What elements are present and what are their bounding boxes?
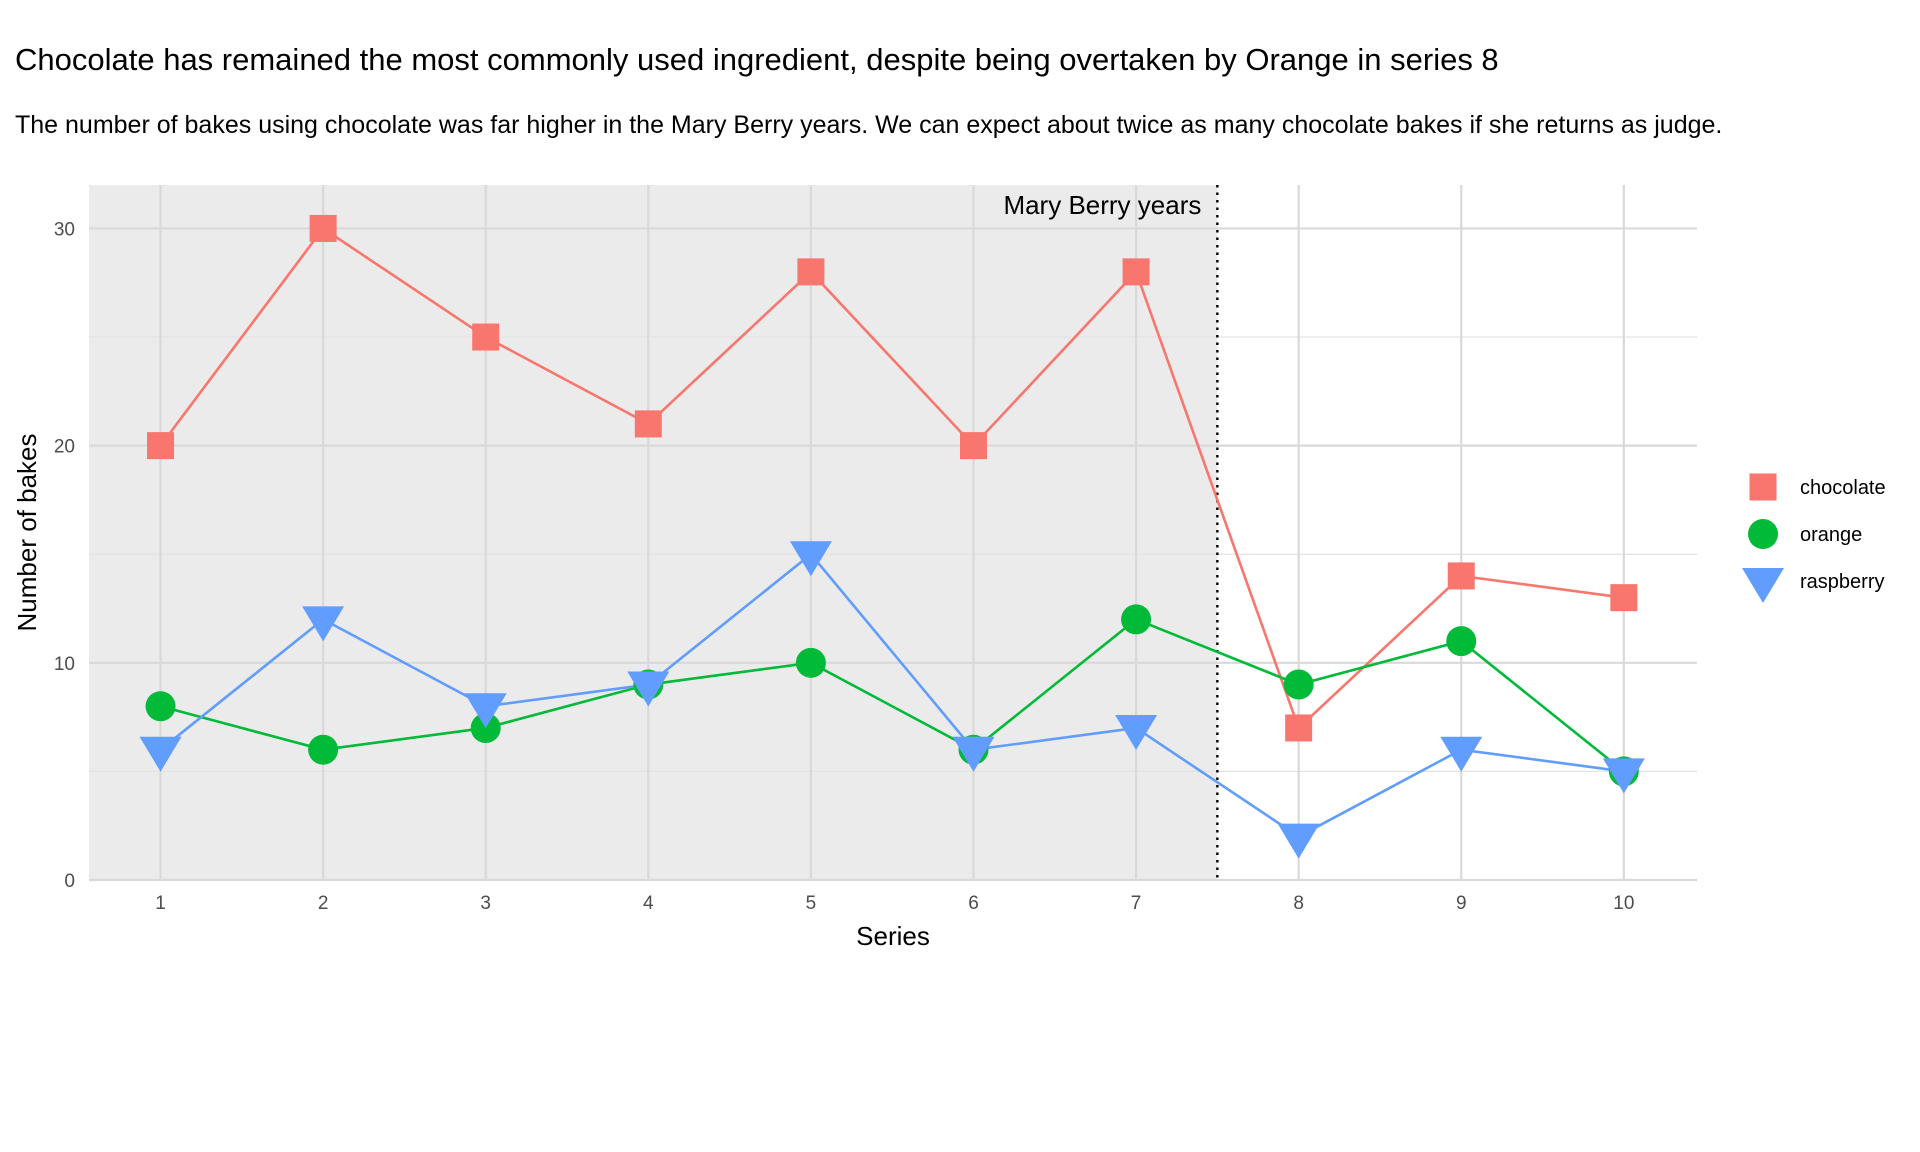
x-tick-label: 2 xyxy=(318,893,329,914)
x-tick-label: 1 xyxy=(155,893,166,914)
x-tick-label: 6 xyxy=(968,893,979,914)
legend-label-orange: orange xyxy=(1800,524,1862,546)
chocolate-point xyxy=(797,258,825,286)
chocolate-point xyxy=(472,323,500,351)
raspberry-point xyxy=(789,541,832,577)
x-tick-label: 10 xyxy=(1613,893,1634,914)
orange-point xyxy=(1446,626,1477,657)
orange-point xyxy=(795,647,826,678)
raspberry-point xyxy=(952,736,995,772)
y-tick-label: 30 xyxy=(54,219,75,240)
chart-subtitle: The number of bakes using chocolate was … xyxy=(15,111,1723,139)
chocolate-point xyxy=(147,432,175,460)
legend-key-chocolate xyxy=(1749,473,1777,501)
orange-point xyxy=(308,734,339,765)
x-tick-label: 7 xyxy=(1131,893,1142,914)
raspberry-line xyxy=(159,552,1625,839)
raspberry-point xyxy=(1440,736,1483,772)
legend-label-chocolate: chocolate xyxy=(1800,477,1886,499)
chocolate-line xyxy=(159,226,1625,731)
chocolate-point xyxy=(1610,584,1638,612)
y-tick-label: 0 xyxy=(64,871,75,892)
chocolate-point xyxy=(1285,714,1313,742)
chocolate-point xyxy=(309,214,337,242)
mary-berry-region xyxy=(89,185,1218,880)
raspberry-point xyxy=(1602,758,1645,794)
chocolate-point xyxy=(1122,258,1150,286)
chocolate-point xyxy=(1447,562,1475,590)
legend-key-orange xyxy=(1748,519,1778,549)
chocolate-point xyxy=(634,410,662,438)
raspberry-point xyxy=(627,671,670,707)
y-axis-title: Number of bakes xyxy=(12,434,42,632)
x-tick-label: 8 xyxy=(1293,893,1304,914)
orange-point xyxy=(145,691,176,722)
y-tick-label: 20 xyxy=(54,437,75,458)
chocolate-point xyxy=(959,432,987,460)
x-axis-title: Series xyxy=(856,921,930,951)
x-tick-label: 9 xyxy=(1456,893,1467,914)
raspberry-point xyxy=(1115,714,1158,750)
raspberry-point xyxy=(1277,823,1320,859)
y-tick-label: 10 xyxy=(54,654,75,675)
mary-berry-annotation: Mary Berry years xyxy=(1003,190,1201,220)
orange-line xyxy=(160,617,1625,773)
orange-point xyxy=(1121,604,1152,635)
x-tick-label: 3 xyxy=(480,893,491,914)
legend-key-raspberry xyxy=(1742,568,1784,603)
orange-point xyxy=(1283,669,1314,700)
raspberry-point xyxy=(139,736,182,772)
raspberry-point xyxy=(302,606,345,642)
x-tick-label: 5 xyxy=(806,893,817,914)
x-tick-label: 4 xyxy=(643,893,654,914)
chart-title: Chocolate has remained the most commonly… xyxy=(15,42,1499,77)
legend-label-raspberry: raspberry xyxy=(1800,571,1884,593)
raspberry-point xyxy=(464,693,507,729)
